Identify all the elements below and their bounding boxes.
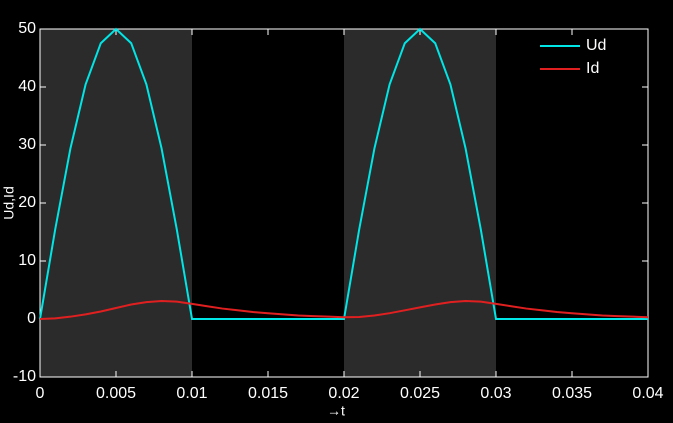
axes-box [39,28,649,378]
series-line [39,300,649,320]
y-tick-label: 20 [18,194,36,211]
x-tick-label: 0.025 [400,385,440,402]
x-tick-label: 0.02 [328,385,359,402]
y-tick-label: 40 [18,78,36,95]
x-tick-label: 0.04 [632,385,663,402]
y-tick-label: 50 [18,20,36,37]
y-tick-label: 0 [27,310,36,327]
x-axis-label: →t [327,403,345,419]
shaded-interval [40,29,192,377]
x-tick-label: 0.03 [480,385,511,402]
x-tick-label: 0.005 [96,385,136,402]
x-tick-label: 0 [36,385,45,402]
shaded-interval [344,29,496,377]
y-tick-label: 10 [18,252,36,269]
y-tick-label: -10 [13,368,36,385]
y-axis-label: Ud,Id [1,186,17,219]
x-tick-label: 0.01 [176,385,207,402]
legend-label: Ud [586,37,606,54]
x-tick-label: 0.035 [552,385,592,402]
y-tick-label: 30 [18,136,36,153]
x-tick-label: 0.015 [248,385,288,402]
series-line [39,27,648,320]
legend-label: Id [586,60,599,77]
